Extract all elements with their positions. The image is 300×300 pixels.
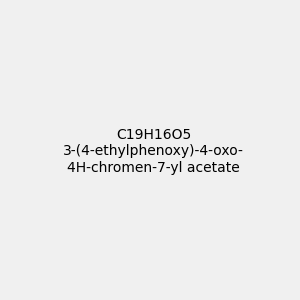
Text: C19H16O5
3-(4-ethylphenoxy)-4-oxo-
4H-chromen-7-yl acetate: C19H16O5 3-(4-ethylphenoxy)-4-oxo- 4H-ch… xyxy=(63,128,244,175)
